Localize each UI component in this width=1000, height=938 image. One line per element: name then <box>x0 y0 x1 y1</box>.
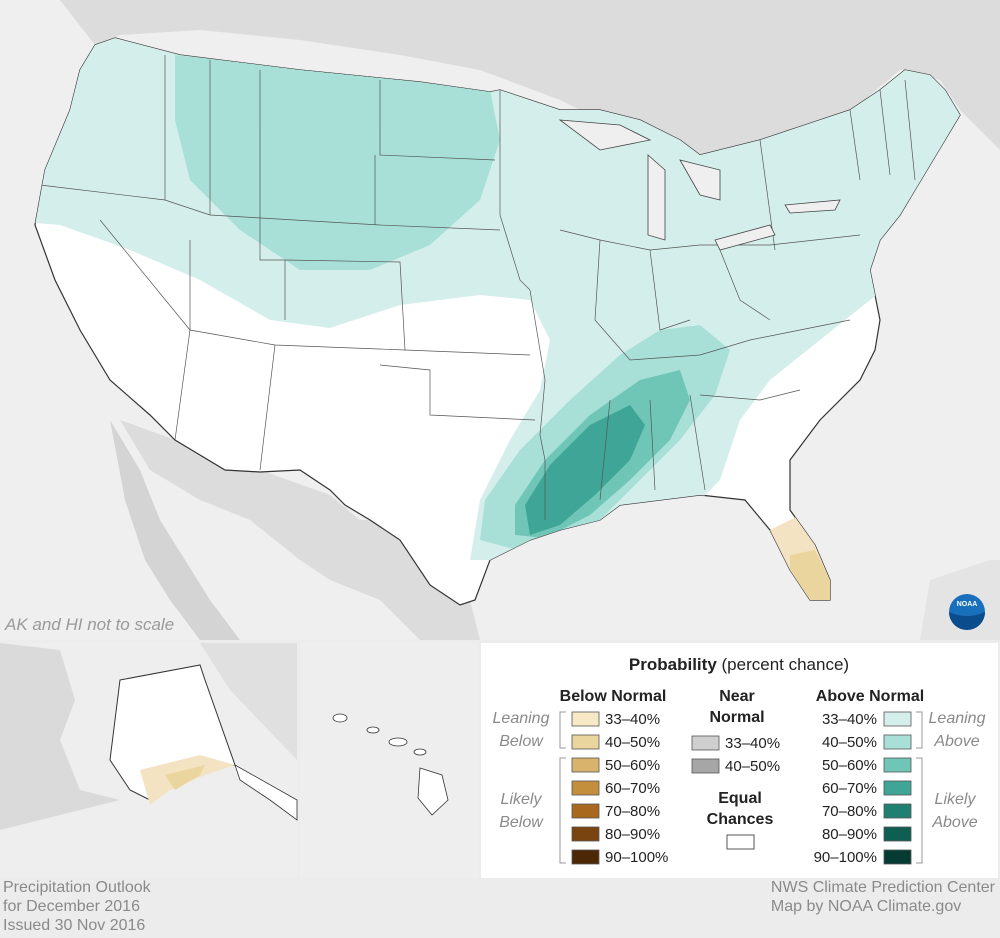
leaning-below-bracket <box>559 711 566 749</box>
above-40-50-north <box>175 55 500 270</box>
legend: Probability (percent chance) Below Norma… <box>481 643 998 878</box>
noaa-logo-text: NOAA <box>957 601 978 608</box>
likely-below-label-1: Likely <box>501 791 543 808</box>
baja-california <box>110 420 240 640</box>
below-label-2: 50–60% <box>605 757 660 774</box>
footer-left-line-3: Issued 30 Nov 2016 <box>3 917 146 934</box>
leaning-above-label-2: Above <box>933 733 979 750</box>
lake-superior <box>558 119 652 151</box>
likely-above-label-1: Likely <box>935 791 977 808</box>
below-swatch-4 <box>571 803 600 819</box>
footer-right-line-2: Map by NOAA Climate.gov <box>770 898 962 915</box>
below-normal-swatches: 33–40% 40–50% 50–60% 60–70% 70–80% 80–90% 90–1… <box>571 711 668 866</box>
below-label-0: 33–40% <box>605 711 660 728</box>
above-swatch-6 <box>883 849 912 865</box>
lake-ontario <box>784 199 841 214</box>
likely-above-label-2: Above <box>931 814 977 831</box>
above-label-5: 80–90% <box>822 826 877 843</box>
above-60-70 <box>525 405 645 535</box>
above-swatch-2 <box>883 757 912 773</box>
noaa-logo: NOAA <box>949 594 985 630</box>
lake-michigan <box>647 154 666 241</box>
below-swatch-5 <box>571 826 600 842</box>
near-normal-header-1: Near <box>719 688 755 705</box>
above-swatch-5 <box>883 826 912 842</box>
near-normal-header-2: Normal <box>709 709 764 726</box>
legend-graphic: Probability (percent chance) Below Norma… <box>493 655 986 866</box>
lake-erie <box>714 224 776 251</box>
legend-title: Probability (percent chance) <box>629 655 849 674</box>
leaning-above-label-1: Leaning <box>929 710 986 727</box>
above-swatch-4 <box>883 803 912 819</box>
below-label-6: 90–100% <box>605 849 668 866</box>
footer-right: NWS Climate Prediction Center Map by NOA… <box>771 878 995 916</box>
equal-chances-header-1: Equal <box>718 790 762 807</box>
below-label-5: 80–90% <box>605 826 660 843</box>
above-label-3: 60–70% <box>822 780 877 797</box>
footer-left: Precipitation Outlook for December 2016 … <box>3 878 151 935</box>
above-swatch-0 <box>883 711 912 727</box>
above-normal-swatches: 33–40% 40–50% 50–60% 60–70% 70–80% 80–90% 90–1… <box>814 711 912 866</box>
below-swatch-1 <box>571 734 600 750</box>
above-label-1: 40–50% <box>822 734 877 751</box>
below-label-4: 70–80% <box>605 803 660 820</box>
below-label-3: 60–70% <box>605 780 660 797</box>
footer-left-line-2: for December 2016 <box>3 898 140 915</box>
alaska-inset <box>0 643 298 878</box>
likely-below-label-2: Below <box>499 814 544 831</box>
footer-left-line-1: Precipitation Outlook <box>3 879 151 896</box>
above-swatch-1 <box>883 734 912 750</box>
likely-below-bracket <box>559 757 566 864</box>
likely-above-bracket <box>916 757 923 864</box>
leaning-below-label-2: Below <box>499 733 544 750</box>
above-label-2: 50–60% <box>822 757 877 774</box>
equal-chances-header-2: Chances <box>707 811 774 828</box>
above-label-0: 33–40% <box>822 711 877 728</box>
footer-right-line-1: NWS Climate Prediction Center <box>770 879 995 896</box>
lake-huron <box>679 159 721 201</box>
near-label-1: 40–50% <box>725 758 780 775</box>
near-normal-swatches: 33–40% 40–50% <box>691 735 780 775</box>
below-label-1: 40–50% <box>605 734 660 751</box>
not-to-scale-note: AK and HI not to scale <box>5 615 175 634</box>
above-normal-header: Above Normal <box>816 688 924 705</box>
canada-land <box>60 0 1000 180</box>
near-swatch-1 <box>691 758 720 774</box>
leaning-above-bracket <box>916 711 923 749</box>
leaning-below-label-1: Leaning <box>493 710 550 727</box>
below-swatch-0 <box>571 711 600 727</box>
hawaii-inset <box>300 643 478 878</box>
state-borders <box>39 55 916 520</box>
near-swatch-0 <box>691 735 720 751</box>
above-label-4: 70–80% <box>822 803 877 820</box>
below-swatch-2 <box>571 757 600 773</box>
above-label-6: 90–100% <box>814 849 877 866</box>
below-swatch-6 <box>571 849 600 865</box>
above-swatch-3 <box>883 780 912 796</box>
near-label-0: 33–40% <box>725 735 780 752</box>
mexico-land <box>120 420 480 640</box>
equal-chances-swatch <box>726 834 755 850</box>
below-normal-header: Below Normal <box>560 688 667 705</box>
below-swatch-3 <box>571 780 600 796</box>
